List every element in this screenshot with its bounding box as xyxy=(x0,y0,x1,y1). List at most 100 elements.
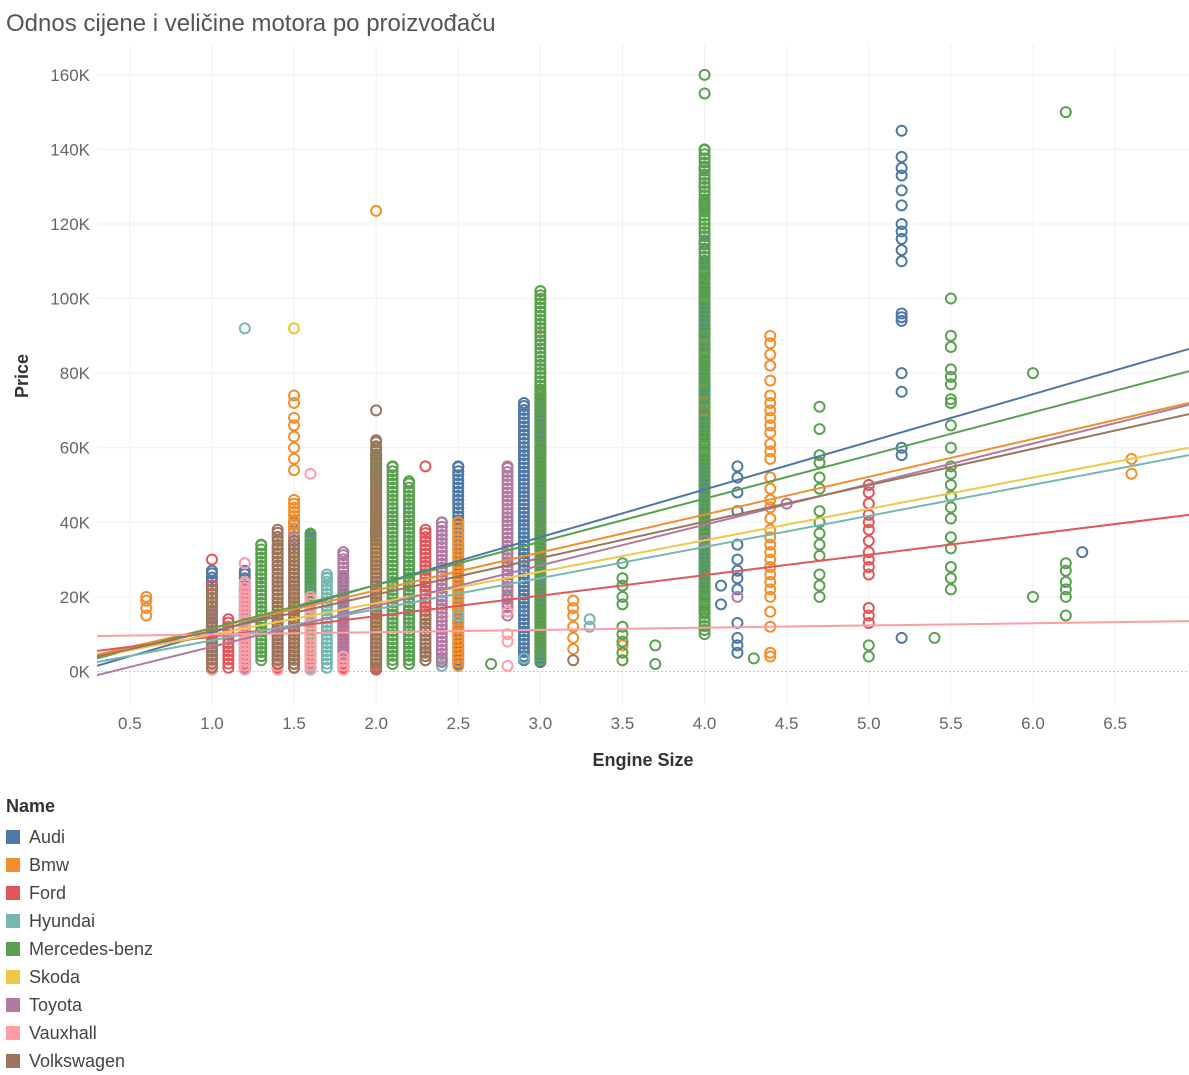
point-mercedes-benz xyxy=(534,416,547,429)
point-mercedes-benz xyxy=(304,557,317,570)
point-volkswagen xyxy=(288,579,301,592)
point-audi xyxy=(517,514,530,527)
point-bmw xyxy=(764,568,777,581)
legend-item-ford[interactable]: Ford xyxy=(6,879,153,907)
point-volkswagen xyxy=(271,596,284,609)
point-bmw xyxy=(764,512,777,525)
point-audi xyxy=(895,631,908,644)
point-audi xyxy=(517,404,530,417)
point-mercedes-benz xyxy=(255,641,268,654)
point-audi xyxy=(517,490,530,503)
point-mercedes-benz xyxy=(698,271,711,284)
point-mercedes-benz xyxy=(698,341,711,354)
point-toyota xyxy=(501,460,514,473)
point-mercedes-benz xyxy=(616,572,629,585)
point-mercedes-benz xyxy=(616,590,629,603)
point-toyota xyxy=(501,465,514,478)
point-toyota xyxy=(337,561,350,574)
point-bmw xyxy=(370,204,383,217)
point-mercedes-benz xyxy=(255,584,268,597)
point-volkswagen xyxy=(205,587,218,600)
point-mercedes-benz xyxy=(255,559,268,572)
point-volkswagen xyxy=(419,654,432,667)
point-mercedes-benz xyxy=(534,502,547,515)
point-mercedes-benz xyxy=(698,619,711,632)
legend-item-toyota[interactable]: Toyota xyxy=(6,991,153,1019)
point-toyota xyxy=(501,506,514,519)
point-volkswagen xyxy=(370,661,383,674)
point-volkswagen xyxy=(205,600,218,613)
point-volkswagen xyxy=(288,550,301,563)
point-mercedes-benz xyxy=(698,468,711,481)
point-mercedes-benz xyxy=(698,345,711,358)
point-mercedes-benz xyxy=(386,559,399,572)
legend-item-mercedes-benz[interactable]: Mercedes-benz xyxy=(6,935,153,963)
point-bmw xyxy=(288,430,301,443)
point-vauxhall xyxy=(337,663,350,676)
point-ford xyxy=(862,561,875,574)
point-toyota xyxy=(435,516,448,529)
legend-item-skoda[interactable]: Skoda xyxy=(6,963,153,991)
point-ford xyxy=(862,523,875,536)
point-mercedes-benz xyxy=(534,457,547,470)
point-mercedes-benz xyxy=(698,162,711,175)
point-mercedes-benz xyxy=(698,87,711,100)
point-bmw xyxy=(764,404,777,417)
point-mercedes-benz xyxy=(386,530,399,543)
point-mercedes-benz xyxy=(813,471,826,484)
point-vauxhall xyxy=(238,606,251,619)
point-mercedes-benz xyxy=(255,543,268,556)
legend-item-bmw[interactable]: Bmw xyxy=(6,851,153,879)
point-mercedes-benz xyxy=(944,561,957,574)
legend-swatch xyxy=(6,942,20,956)
point-audi xyxy=(517,506,530,519)
point-mercedes-benz xyxy=(534,420,547,433)
legend-item-vauxhall[interactable]: Vauxhall xyxy=(6,1019,153,1047)
point-volkswagen xyxy=(271,563,284,576)
point-mercedes-benz xyxy=(1059,575,1072,588)
legend-item-audi[interactable]: Audi xyxy=(6,823,153,851)
point-volkswagen xyxy=(271,649,284,662)
point-volkswagen xyxy=(271,580,284,593)
point-mercedes-benz xyxy=(386,629,399,642)
point-bmw xyxy=(764,426,777,439)
legend-item-hyundai[interactable]: Hyundai xyxy=(6,907,153,935)
x-tick-label: 3.5 xyxy=(611,714,635,733)
point-mercedes-benz xyxy=(403,584,415,597)
point-audi xyxy=(452,469,465,482)
point-bmw xyxy=(764,605,777,618)
point-mercedes-benz xyxy=(534,285,547,298)
point-mercedes-benz xyxy=(944,479,957,491)
point-mercedes-benz xyxy=(698,361,711,374)
point-bmw xyxy=(764,590,777,603)
point-mercedes-benz xyxy=(386,489,399,502)
point-mercedes-benz xyxy=(1059,106,1072,119)
point-bmw xyxy=(567,609,580,622)
point-vauxhall xyxy=(238,659,251,672)
point-volkswagen xyxy=(370,641,383,654)
point-mercedes-benz xyxy=(698,308,711,321)
point-mercedes-benz xyxy=(944,396,957,409)
point-ford xyxy=(862,516,875,529)
point-mercedes-benz xyxy=(534,646,547,659)
point-volkswagen xyxy=(205,657,218,670)
point-mercedes-benz xyxy=(698,406,711,419)
point-hyundai xyxy=(320,579,333,592)
point-toyota xyxy=(435,639,448,652)
point-mercedes-benz xyxy=(944,329,957,342)
point-mercedes-benz xyxy=(386,502,399,515)
point-mercedes-benz xyxy=(534,523,547,535)
legend-label: Bmw xyxy=(29,854,69,875)
point-volkswagen xyxy=(288,653,301,666)
point-toyota xyxy=(501,482,514,495)
legend-swatch xyxy=(6,1054,20,1068)
point-volkswagen xyxy=(370,514,383,527)
point-mercedes-benz xyxy=(698,414,711,427)
point-mercedes-benz xyxy=(944,501,957,514)
point-mercedes-benz xyxy=(403,645,415,658)
point-audi xyxy=(517,494,530,507)
point-vauxhall xyxy=(238,638,251,651)
legend-item-volkswagen[interactable]: Volkswagen xyxy=(6,1047,153,1075)
point-volkswagen xyxy=(419,637,432,650)
point-audi xyxy=(517,510,530,523)
